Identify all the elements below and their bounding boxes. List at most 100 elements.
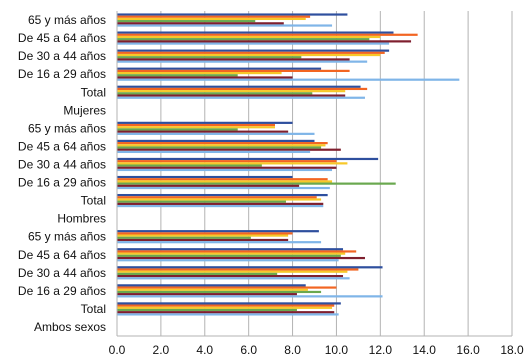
bar <box>117 157 379 161</box>
bar <box>117 202 324 205</box>
bar <box>117 13 348 16</box>
bar <box>117 17 306 21</box>
bar <box>117 92 313 95</box>
bar <box>117 121 293 124</box>
x-tick-label: 14.0 <box>413 343 437 357</box>
bar <box>117 254 341 257</box>
bar <box>117 130 289 133</box>
bar <box>117 204 324 208</box>
bar <box>117 150 311 154</box>
bar <box>117 148 341 151</box>
bar <box>117 78 460 81</box>
x-tick-label: 18.0 <box>500 343 524 357</box>
bar <box>117 146 322 149</box>
x-tick-label: 8.0 <box>284 343 301 357</box>
bar <box>117 123 275 127</box>
bar <box>117 232 293 235</box>
bar <box>117 40 412 43</box>
bar <box>117 128 238 131</box>
vertical-gridlines <box>116 11 513 336</box>
bar <box>117 85 361 88</box>
bar <box>117 139 315 143</box>
x-tick-label: 16.0 <box>456 343 480 357</box>
bar <box>117 286 337 289</box>
bar <box>117 15 311 18</box>
bar <box>117 74 238 77</box>
bar <box>117 313 339 316</box>
bar <box>117 266 383 269</box>
category-label: De 16 a 29 años <box>18 176 106 190</box>
bar <box>117 311 335 314</box>
bar <box>117 162 348 165</box>
bar <box>117 142 328 145</box>
bar <box>117 51 385 54</box>
category-label: De 45 a 64 años <box>18 31 106 45</box>
bar <box>117 234 289 237</box>
bar <box>117 250 357 253</box>
bar <box>117 248 344 251</box>
bar <box>117 256 365 260</box>
bar <box>117 268 359 271</box>
bar-series <box>117 13 460 316</box>
bar <box>117 38 370 41</box>
category-label: 65 y más años <box>28 121 106 135</box>
bar <box>117 304 335 307</box>
bar <box>117 42 390 45</box>
bar <box>117 90 346 93</box>
category-label: De 30 a 44 años <box>18 157 106 171</box>
bar <box>117 306 333 309</box>
category-label: 65 y más años <box>28 230 106 244</box>
bar <box>117 193 328 197</box>
category-label: De 30 a 44 años <box>18 266 106 280</box>
bar <box>117 67 322 70</box>
bar <box>117 272 278 276</box>
bar <box>117 186 330 190</box>
bar <box>117 53 381 57</box>
bar <box>117 24 333 27</box>
bar <box>117 168 333 172</box>
bar <box>117 200 286 203</box>
bar <box>117 49 390 52</box>
bar <box>117 270 348 273</box>
bar <box>117 302 341 305</box>
category-label: Total <box>81 194 106 208</box>
bar <box>117 35 381 39</box>
bar <box>117 277 350 280</box>
bar <box>117 241 322 244</box>
bar <box>117 33 418 36</box>
bar <box>117 164 262 167</box>
bar <box>117 184 300 187</box>
bar <box>117 166 337 169</box>
bar <box>117 196 317 199</box>
bar <box>117 22 284 25</box>
bar <box>117 132 315 135</box>
bar <box>117 230 319 233</box>
category-label: De 16 a 29 años <box>18 67 106 81</box>
category-label: Ambos sexos <box>34 320 106 334</box>
bar <box>117 144 326 147</box>
category-label: De 16 a 29 años <box>18 284 106 298</box>
x-tick-label: 12.0 <box>369 343 393 357</box>
bar <box>117 284 306 287</box>
bar <box>117 58 350 61</box>
x-tick-label: 6.0 <box>240 343 257 357</box>
axes <box>116 11 512 337</box>
bar <box>117 20 256 23</box>
category-label: De 30 a 44 años <box>18 49 106 63</box>
bar <box>117 259 339 262</box>
x-axis-tick-labels: 0.0 2.0 4.0 6.0 8.0 10.0 12.0 14.0 16.0 18.0 <box>109 343 524 357</box>
bar <box>117 71 282 75</box>
x-tick-label: 4.0 <box>196 343 213 357</box>
bar <box>117 290 322 294</box>
category-label: Hombres <box>57 212 106 226</box>
x-tick-label: 10.0 <box>325 343 349 357</box>
bar <box>117 293 297 296</box>
bar <box>117 160 337 163</box>
bar <box>117 275 344 278</box>
bar <box>117 288 308 291</box>
bar <box>117 87 368 91</box>
bar <box>117 236 251 239</box>
category-label: Total <box>81 302 106 316</box>
bar <box>117 69 350 72</box>
